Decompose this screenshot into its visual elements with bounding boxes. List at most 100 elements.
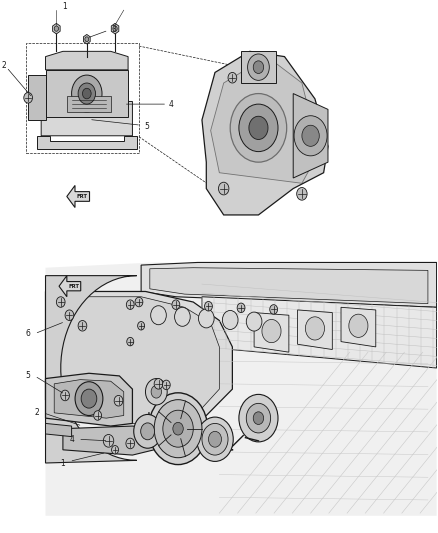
Polygon shape	[83, 35, 90, 44]
Polygon shape	[111, 23, 119, 34]
Circle shape	[151, 306, 166, 325]
Circle shape	[246, 403, 271, 433]
Text: 4: 4	[169, 100, 174, 109]
Circle shape	[163, 410, 193, 447]
Polygon shape	[67, 96, 111, 112]
Circle shape	[253, 61, 264, 74]
Polygon shape	[141, 262, 437, 308]
Text: 2: 2	[35, 408, 39, 417]
Circle shape	[71, 75, 102, 112]
Circle shape	[75, 382, 103, 416]
Circle shape	[141, 423, 155, 440]
Polygon shape	[202, 297, 437, 368]
Circle shape	[54, 26, 59, 31]
Circle shape	[61, 390, 69, 401]
Circle shape	[112, 446, 119, 454]
Circle shape	[239, 104, 278, 151]
Circle shape	[305, 317, 325, 340]
Circle shape	[138, 321, 145, 330]
Polygon shape	[28, 75, 46, 120]
Circle shape	[126, 300, 134, 310]
Circle shape	[78, 320, 87, 331]
Circle shape	[302, 125, 319, 147]
Circle shape	[78, 83, 95, 104]
Polygon shape	[46, 276, 137, 463]
Circle shape	[24, 93, 32, 103]
Circle shape	[253, 412, 264, 424]
Circle shape	[237, 303, 245, 312]
Circle shape	[81, 389, 97, 408]
Circle shape	[202, 423, 228, 455]
Text: 6: 6	[26, 329, 31, 338]
Circle shape	[208, 431, 222, 447]
Circle shape	[230, 94, 287, 162]
Circle shape	[154, 378, 163, 389]
Text: 1: 1	[60, 458, 65, 467]
Circle shape	[249, 116, 268, 140]
Polygon shape	[46, 292, 233, 429]
Text: FRT: FRT	[68, 284, 79, 289]
Circle shape	[228, 72, 237, 83]
Text: 5: 5	[144, 122, 149, 131]
Text: 4: 4	[69, 435, 74, 444]
Text: 5: 5	[26, 372, 31, 381]
Polygon shape	[41, 101, 132, 136]
Polygon shape	[67, 185, 89, 207]
Polygon shape	[46, 373, 132, 426]
Polygon shape	[54, 379, 124, 418]
Polygon shape	[297, 310, 332, 350]
Circle shape	[219, 182, 229, 195]
Circle shape	[113, 26, 117, 31]
Polygon shape	[341, 308, 376, 347]
Circle shape	[247, 54, 269, 80]
Circle shape	[103, 434, 114, 447]
Text: 3: 3	[111, 25, 116, 34]
Circle shape	[297, 188, 307, 200]
Circle shape	[135, 297, 143, 307]
Circle shape	[151, 385, 162, 398]
Circle shape	[262, 319, 281, 343]
Polygon shape	[241, 51, 276, 83]
Circle shape	[162, 380, 170, 390]
Circle shape	[82, 88, 91, 99]
Circle shape	[175, 308, 190, 326]
Polygon shape	[63, 426, 154, 455]
Polygon shape	[202, 51, 328, 215]
Circle shape	[65, 310, 74, 320]
Polygon shape	[211, 56, 319, 183]
Polygon shape	[54, 297, 219, 423]
Circle shape	[223, 311, 238, 329]
Polygon shape	[46, 262, 437, 516]
Polygon shape	[46, 423, 71, 437]
Text: 2: 2	[2, 61, 7, 70]
Polygon shape	[254, 312, 289, 352]
Circle shape	[85, 37, 89, 42]
Bar	[26, 43, 139, 153]
Text: 1: 1	[63, 2, 67, 11]
Circle shape	[239, 394, 278, 442]
Circle shape	[198, 309, 214, 328]
Polygon shape	[46, 70, 128, 117]
Circle shape	[57, 297, 65, 308]
Polygon shape	[150, 268, 428, 304]
Circle shape	[145, 378, 167, 405]
Circle shape	[126, 438, 134, 449]
Circle shape	[134, 415, 162, 448]
Circle shape	[148, 393, 208, 465]
Polygon shape	[46, 51, 128, 70]
Polygon shape	[37, 136, 137, 149]
Polygon shape	[53, 23, 60, 34]
Circle shape	[349, 314, 368, 337]
Circle shape	[205, 302, 212, 311]
Circle shape	[246, 312, 262, 331]
Circle shape	[154, 400, 202, 458]
Circle shape	[172, 300, 180, 310]
Circle shape	[94, 411, 102, 420]
Circle shape	[294, 116, 327, 156]
Circle shape	[173, 422, 183, 435]
Circle shape	[127, 337, 134, 346]
Polygon shape	[293, 94, 328, 178]
Polygon shape	[59, 276, 81, 297]
Circle shape	[197, 417, 233, 462]
Text: FRT: FRT	[77, 194, 88, 199]
